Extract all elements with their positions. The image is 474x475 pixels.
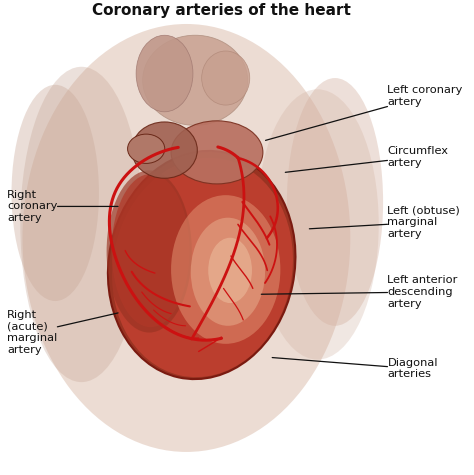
Text: Diagonal
arteries: Diagonal arteries: [272, 358, 438, 380]
Ellipse shape: [108, 151, 295, 379]
Text: Left coronary
artery: Left coronary artery: [265, 85, 463, 141]
Ellipse shape: [287, 78, 383, 326]
Ellipse shape: [201, 51, 250, 105]
Ellipse shape: [171, 195, 280, 344]
Ellipse shape: [171, 121, 263, 184]
Ellipse shape: [208, 238, 252, 303]
Ellipse shape: [143, 35, 247, 125]
Text: Right
coronary
artery: Right coronary artery: [7, 190, 118, 223]
Text: Left (obtuse)
marginal
artery: Left (obtuse) marginal artery: [310, 206, 460, 239]
Ellipse shape: [132, 122, 197, 178]
Ellipse shape: [128, 134, 165, 163]
Ellipse shape: [256, 89, 379, 360]
Ellipse shape: [112, 158, 293, 377]
Ellipse shape: [22, 24, 350, 452]
Ellipse shape: [11, 85, 99, 301]
Ellipse shape: [191, 218, 265, 326]
Ellipse shape: [136, 35, 193, 112]
Title: Coronary arteries of the heart: Coronary arteries of the heart: [92, 3, 351, 18]
Text: Left anterior
descending
artery: Left anterior descending artery: [261, 276, 458, 309]
Ellipse shape: [112, 174, 190, 327]
Text: Right
(acute)
marginal
artery: Right (acute) marginal artery: [7, 310, 118, 355]
Ellipse shape: [107, 171, 192, 332]
Ellipse shape: [20, 67, 143, 382]
Text: Circumflex
artery: Circumflex artery: [285, 146, 448, 172]
